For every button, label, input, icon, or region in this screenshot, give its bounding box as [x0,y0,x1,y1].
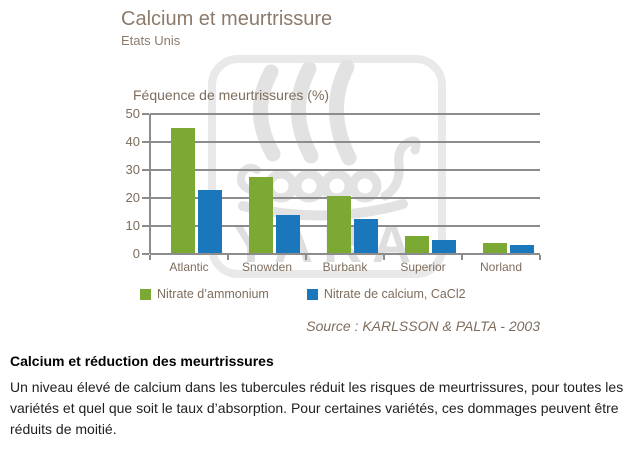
bar-atlantic-series-2 [198,190,222,253]
gridline-0 [150,253,540,255]
x-label-snowden: Snowden [241,260,293,274]
legend-label-2: Nitrate de calcium, CaCl2 [323,287,466,301]
y-label-0: 0 [132,246,140,261]
x-tick-5 [539,255,541,260]
gridline-50 [150,113,540,115]
watermark-border [208,55,446,278]
footer-body: Un niveau élevé de calcium dans les tube… [10,379,624,437]
chart-title: Féquence de meurtrissures (%) [133,87,330,103]
x-label-norland: Norland [479,260,523,274]
bar-superior-series-2 [432,240,456,253]
x-label-atlantic: Atlantic [169,260,209,274]
x-tick-4 [461,255,463,260]
x-tick-0 [149,255,151,260]
legend-swatch-2 [306,288,318,300]
legend-label-1: Nitrate d’ammonium [157,287,269,301]
y-label-40: 40 [125,134,140,149]
legend-item-2: Nitrate de calcium, CaCl2 [306,287,466,301]
footer-heading: Calcium et réduction des meurtrissures [10,353,274,369]
bar-norland-series-2 [510,244,534,253]
bar-norland-series-1 [483,243,507,253]
bar-snowden-series-2 [276,215,300,253]
x-label-burbank: Burbank [322,260,368,274]
page-subtitle: Etats Unis [121,33,181,48]
legend-swatch-1 [140,288,151,300]
y-tick-30 [142,169,149,171]
source-citation: Source : KARLSSON & PALTA - 2003 [306,318,540,334]
y-tick-50 [142,113,149,115]
y-tick-10 [142,225,149,227]
y-label-20: 20 [125,190,140,205]
legend-item-1: Nitrate d’ammonium [140,287,269,301]
gridline-30 [150,169,540,171]
bar-superior-series-1 [405,236,429,253]
y-axis-labels: 0 10 20 30 40 50 [106,106,140,261]
bar-burbank-series-2 [354,219,378,253]
y-tick-40 [142,141,149,143]
bar-snowden-series-1 [249,177,273,253]
y-label-10: 10 [125,218,140,233]
x-tick-2 [305,255,307,260]
y-axis-line [149,114,151,254]
y-tick-0 [142,253,149,255]
y-tick-20 [142,197,149,199]
plot-area [142,113,541,260]
page-title: Calcium et meurtrissure [121,8,333,30]
x-tick-3 [383,255,385,260]
y-label-30: 30 [125,162,140,177]
x-tick-1 [227,255,229,260]
x-axis-labels: Atlantic Snowden Burbank Superior Norland [150,260,540,276]
bar-burbank-series-1 [327,195,351,253]
x-label-superior: Superior [400,260,446,274]
bar-atlantic-series-1 [171,128,195,253]
legend: Nitrate d’ammonium Nitrate de calcium, Ca… [140,287,466,301]
y-label-50: 50 [125,106,140,121]
gridline-40 [150,141,540,143]
